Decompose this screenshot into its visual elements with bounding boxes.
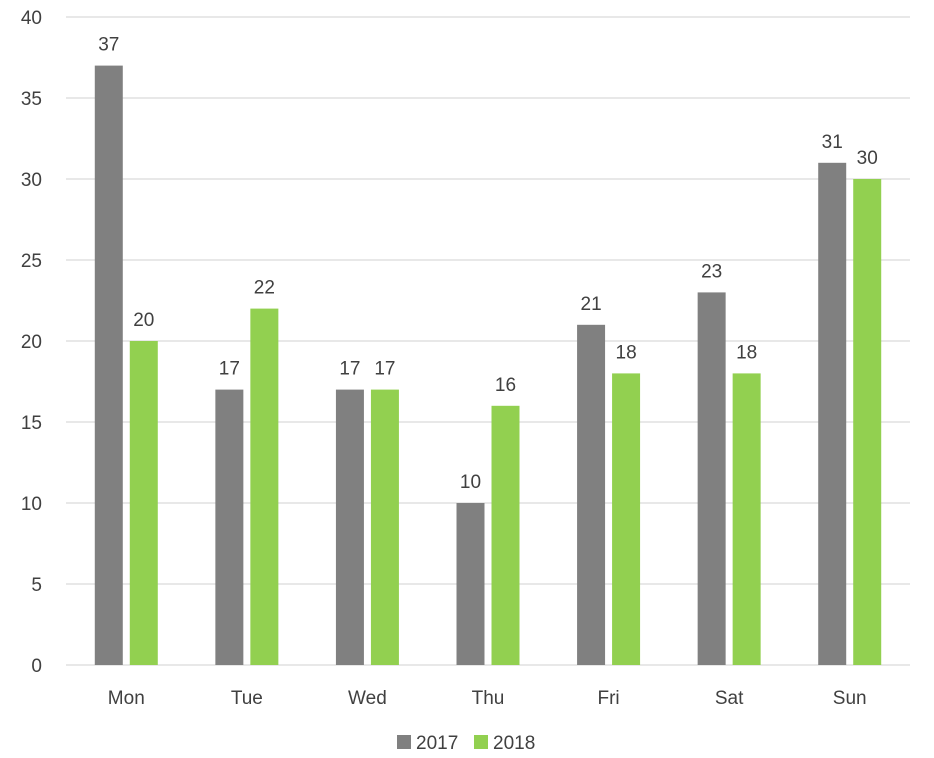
data-label-thu-2018: 16 [495,375,516,396]
data-labels: 37 20 17 22 17 17 10 16 21 18 23 18 31 30 [98,35,878,493]
bar-thu-2017 [456,503,485,665]
legend-swatch-2018 [474,735,488,749]
bar-sat-2017 [697,292,726,665]
x-category-label-thu: Thu [472,688,505,709]
legend-swatch-2017 [397,735,411,749]
data-label-mon-2017: 37 [98,35,119,56]
data-label-tue-2017: 17 [219,359,240,380]
data-label-sat-2017: 23 [701,261,722,282]
data-label-wed-2018: 17 [374,359,395,380]
y-tick-label-25: 25 [21,251,42,272]
x-category-label-tue: Tue [231,688,263,709]
y-tick-label-20: 20 [21,332,42,353]
data-label-tue-2018: 22 [254,278,275,299]
y-tick-label-10: 10 [21,494,42,515]
bar-fri-2018 [612,373,641,665]
data-label-thu-2017: 10 [460,472,481,493]
legend: 2017 2018 [397,733,535,754]
bar-thu-2018 [491,405,520,665]
bar-wed-2018 [370,389,399,665]
y-tick-label-40: 40 [21,8,42,29]
bar-sat-2018 [732,373,761,665]
bar-mon-2018 [129,341,158,665]
x-category-label-sat: Sat [715,688,744,709]
data-label-sat-2018: 18 [736,342,757,363]
bar-wed-2017 [335,389,364,665]
bar-fri-2017 [577,324,606,665]
y-axis-ticks: 0 5 10 15 20 25 30 35 40 [21,8,42,677]
x-category-label-fri: Fri [597,688,619,709]
data-label-sun-2018: 30 [857,148,878,169]
bar-tue-2018 [250,308,279,665]
x-category-label-wed: Wed [348,688,387,709]
x-category-label-sun: Sun [833,688,867,709]
y-tick-label-5: 5 [31,575,42,596]
y-tick-label-0: 0 [31,656,42,677]
bar-mon-2017 [94,65,123,666]
data-label-sun-2017: 31 [822,132,843,153]
bar-tue-2017 [215,389,244,665]
y-tick-label-15: 15 [21,413,42,434]
data-label-wed-2017: 17 [339,359,360,380]
grid-lines [66,16,910,666]
x-axis-categories: Mon Tue Wed Thu Fri Sat Sun [108,688,867,709]
x-category-label-mon: Mon [108,688,145,709]
bars [94,65,882,666]
bar-sun-2018 [853,179,882,665]
legend-label-2017: 2017 [416,733,458,754]
data-label-fri-2017: 21 [581,294,602,315]
y-tick-label-30: 30 [21,170,42,191]
data-label-fri-2018: 18 [616,342,637,363]
legend-label-2018: 2018 [493,733,535,754]
data-label-mon-2018: 20 [133,310,154,331]
bar-sun-2017 [818,162,847,666]
y-tick-label-35: 35 [21,89,42,110]
